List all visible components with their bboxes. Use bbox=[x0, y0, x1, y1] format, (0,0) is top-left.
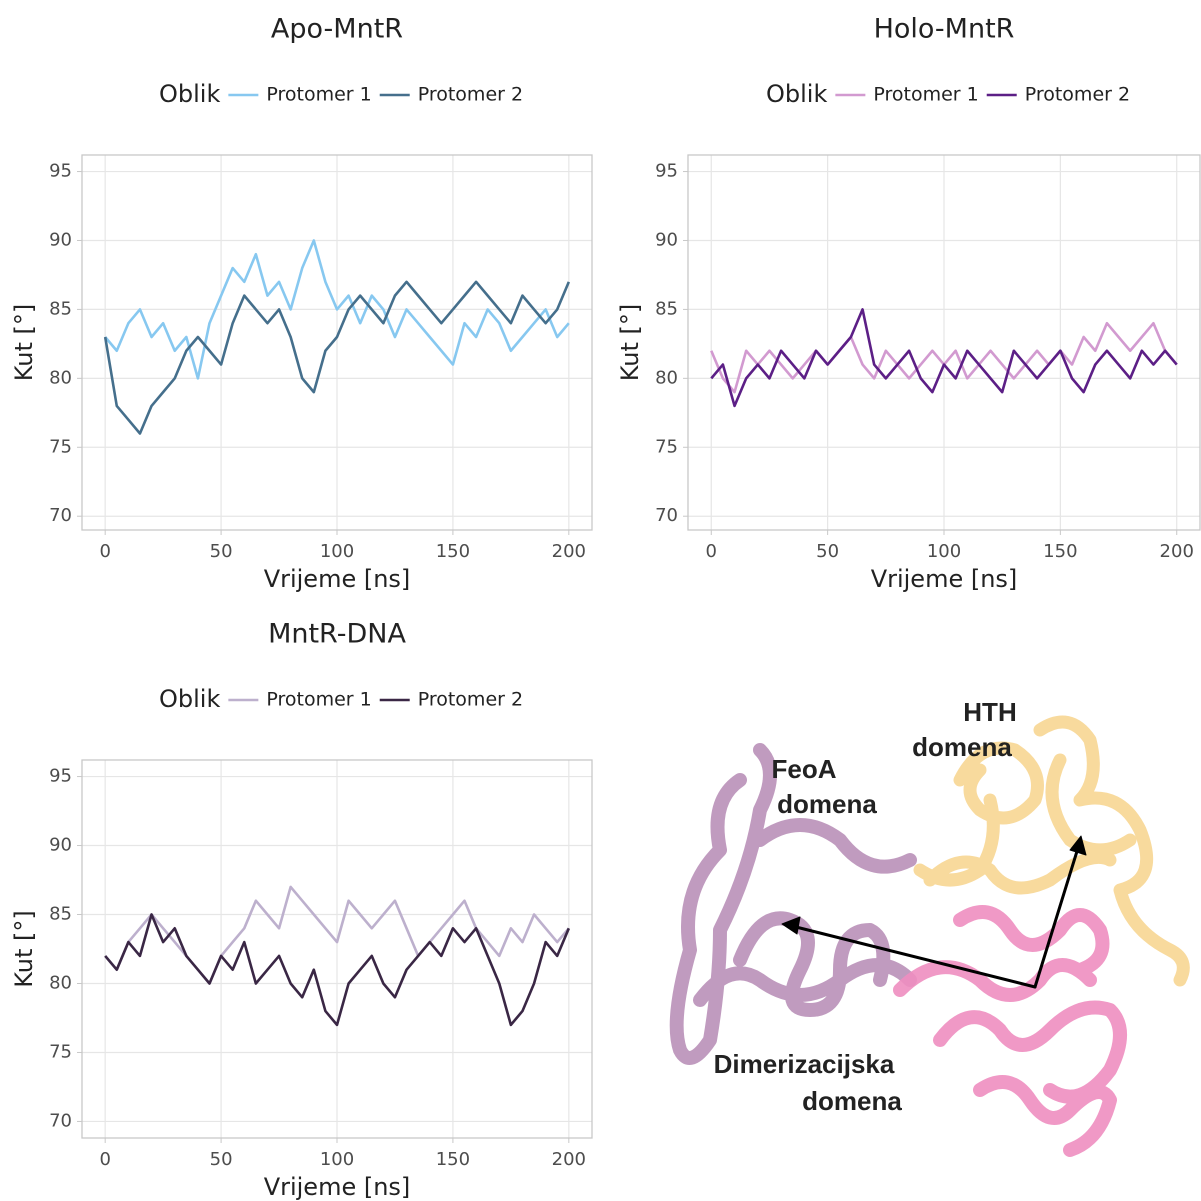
arrow-hth bbox=[1033, 846, 1080, 989]
y-tick-label: 90 bbox=[49, 835, 72, 856]
x-tick-label: 0 bbox=[99, 541, 110, 562]
x-tick-label: 200 bbox=[552, 541, 586, 562]
domain-label: Dimerizacijska bbox=[714, 1049, 895, 1079]
x-tick-label: 150 bbox=[436, 541, 470, 562]
hth-domain bbox=[913, 715, 1190, 987]
legend: Oblik Protomer 1 Protomer 2 bbox=[159, 685, 523, 713]
data-line bbox=[710, 308, 1178, 408]
domain-label: HTH bbox=[963, 697, 1016, 727]
x-tick-label: 50 bbox=[210, 1149, 233, 1170]
domain-label: domena bbox=[777, 789, 877, 819]
chart-title: MntR-DNA bbox=[268, 619, 406, 650]
feoa-domain bbox=[669, 743, 917, 1065]
data-line bbox=[104, 913, 571, 1027]
illustration-labels: HTH domena FeoA domena Dimerizacijska do… bbox=[714, 697, 1017, 1116]
y-axis-label: Kut [°] bbox=[10, 304, 38, 382]
chart-title: Holo-MntR bbox=[874, 14, 1015, 45]
y-tick-label: 70 bbox=[655, 505, 678, 526]
x-tick-label: 200 bbox=[1160, 541, 1194, 562]
y-tick-label: 95 bbox=[49, 766, 72, 787]
y-tick-label: 80 bbox=[655, 367, 678, 388]
chart-title: Apo-MntR bbox=[271, 14, 403, 45]
y-tick-label: 85 bbox=[655, 298, 678, 319]
legend-label: Protomer 2 bbox=[1025, 84, 1130, 106]
y-tick-label: 95 bbox=[655, 161, 678, 182]
legend: Oblik Protomer 1 Protomer 2 bbox=[766, 80, 1130, 108]
legend-label: Protomer 2 bbox=[418, 689, 523, 711]
chart-panel: 70 75 80 85 90 95 0 50 100 150 200 Apo-MntR Vrijeme … bbox=[10, 14, 593, 593]
data-line bbox=[104, 239, 570, 380]
x-axis-label: Vrijeme [ns] bbox=[264, 1173, 411, 1201]
legend-label: Protomer 1 bbox=[266, 689, 371, 711]
x-tick-label: 0 bbox=[99, 1149, 110, 1170]
y-tick-label: 95 bbox=[49, 161, 72, 182]
y-tick-label: 90 bbox=[49, 229, 72, 250]
x-tick-label: 0 bbox=[706, 541, 717, 562]
chart-panel: 70 75 80 85 90 95 0 50 100 150 200 MntR-DNA Vrijeme … bbox=[10, 619, 593, 1201]
protein-illustration bbox=[669, 715, 1190, 1157]
y-tick-label: 75 bbox=[655, 436, 678, 457]
y-tick-label: 85 bbox=[49, 298, 72, 319]
legend: Oblik Protomer 1 Protomer 2 bbox=[159, 80, 523, 108]
x-tick-label: 100 bbox=[927, 541, 961, 562]
x-tick-label: 100 bbox=[320, 541, 354, 562]
x-tick-label: 150 bbox=[436, 1149, 470, 1170]
data-line bbox=[103, 280, 571, 435]
x-axis-label: Vrijeme [ns] bbox=[871, 565, 1018, 593]
x-tick-label: 200 bbox=[552, 1149, 586, 1170]
x-tick-label: 100 bbox=[320, 1149, 354, 1170]
legend-label: Protomer 1 bbox=[266, 84, 371, 106]
legend-label: Protomer 2 bbox=[418, 84, 523, 106]
y-tick-label: 75 bbox=[49, 436, 72, 457]
legend-label: Protomer 1 bbox=[873, 84, 978, 106]
legend-title: Oblik bbox=[766, 80, 827, 108]
chart-panel: 70 75 80 85 90 95 0 50 100 150 200 Holo-MntR Vrijeme… bbox=[616, 14, 1201, 593]
domain-label: domena bbox=[802, 1086, 902, 1116]
y-tick-label: 75 bbox=[49, 1041, 72, 1062]
legend-title: Oblik bbox=[159, 685, 220, 713]
x-tick-label: 50 bbox=[816, 541, 839, 562]
data-line bbox=[104, 885, 570, 985]
dimerization-domain bbox=[893, 905, 1127, 1157]
y-tick-label: 85 bbox=[49, 904, 72, 925]
arrow-feoa bbox=[790, 924, 1037, 989]
x-tick-label: 150 bbox=[1043, 541, 1077, 562]
x-axis-label: Vrijeme [ns] bbox=[264, 565, 411, 593]
y-axis-label: Kut [°] bbox=[10, 910, 38, 988]
arrowhead-hth bbox=[1069, 835, 1087, 856]
domain-label: FeoA bbox=[772, 754, 837, 784]
x-tick-label: 50 bbox=[210, 541, 233, 562]
domain-label: domena bbox=[912, 732, 1012, 762]
y-tick-label: 80 bbox=[49, 367, 72, 388]
arrowhead-feoa bbox=[781, 916, 801, 935]
y-tick-label: 80 bbox=[49, 972, 72, 993]
y-tick-label: 70 bbox=[49, 1110, 72, 1131]
y-axis-label: Kut [°] bbox=[616, 304, 644, 382]
y-tick-label: 90 bbox=[655, 229, 678, 250]
legend-title: Oblik bbox=[159, 80, 220, 108]
y-tick-label: 70 bbox=[49, 505, 72, 526]
